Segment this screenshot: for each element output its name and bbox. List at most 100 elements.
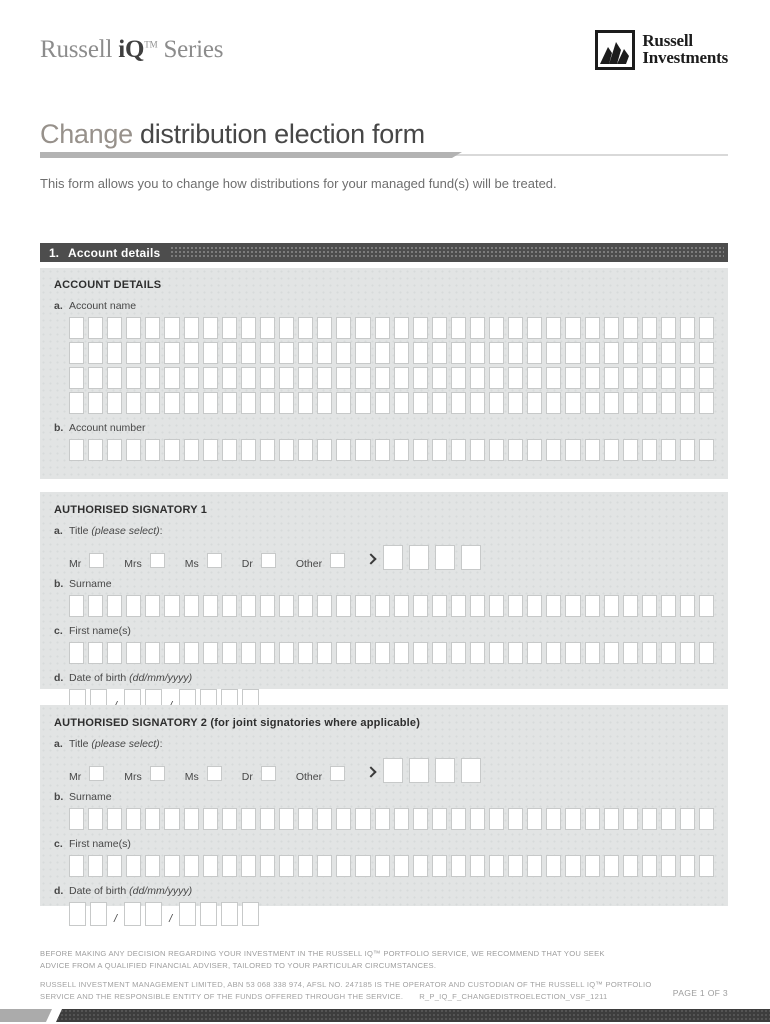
char-box[interactable] (527, 439, 543, 461)
char-box[interactable] (298, 367, 314, 389)
char-box[interactable] (221, 392, 237, 414)
char-box[interactable] (88, 439, 104, 461)
char-box[interactable] (622, 342, 638, 364)
char-box[interactable] (69, 855, 85, 877)
char-box[interactable] (641, 392, 657, 414)
char-box[interactable] (317, 642, 333, 664)
char-box[interactable] (603, 392, 619, 414)
char-box[interactable] (660, 439, 676, 461)
char-box[interactable] (126, 855, 142, 877)
char-box[interactable] (699, 317, 715, 339)
char-box[interactable] (546, 808, 562, 830)
char-box[interactable] (450, 367, 466, 389)
date-char-box[interactable] (179, 902, 197, 926)
char-box[interactable] (240, 317, 256, 339)
char-box[interactable] (546, 595, 562, 617)
char-box[interactable] (508, 642, 524, 664)
char-box[interactable] (412, 367, 428, 389)
char-box[interactable] (259, 642, 276, 664)
char-box[interactable] (88, 392, 104, 414)
title-checkbox-ms[interactable] (206, 553, 222, 568)
char-box[interactable] (145, 855, 161, 877)
char-box[interactable] (527, 808, 543, 830)
other-title-char-box[interactable] (409, 758, 430, 783)
char-box[interactable] (508, 367, 524, 389)
char-box[interactable] (565, 317, 581, 339)
char-box[interactable] (450, 808, 466, 830)
char-box[interactable] (660, 392, 676, 414)
char-box[interactable] (622, 439, 638, 461)
char-box[interactable] (527, 392, 543, 414)
char-box[interactable] (660, 808, 676, 830)
char-box[interactable] (336, 367, 352, 389)
char-box[interactable] (279, 342, 295, 364)
char-box[interactable] (527, 595, 543, 617)
char-box[interactable] (164, 392, 180, 414)
char-box[interactable] (469, 595, 486, 617)
char-box[interactable] (202, 595, 218, 617)
char-box[interactable] (126, 642, 142, 664)
date-char-box[interactable] (90, 902, 107, 926)
char-box[interactable] (279, 595, 295, 617)
char-box[interactable] (680, 342, 696, 364)
title-checkbox-ms[interactable] (206, 766, 222, 781)
char-box[interactable] (164, 808, 180, 830)
char-box[interactable] (622, 855, 638, 877)
char-box[interactable] (202, 642, 218, 664)
char-box[interactable] (431, 342, 447, 364)
char-box[interactable] (412, 392, 428, 414)
char-box[interactable] (469, 808, 486, 830)
char-box[interactable] (259, 439, 276, 461)
char-box[interactable] (622, 642, 638, 664)
char-box[interactable] (412, 439, 428, 461)
char-box[interactable] (469, 367, 486, 389)
char-box[interactable] (680, 367, 696, 389)
char-box[interactable] (660, 595, 676, 617)
char-box[interactable] (374, 855, 390, 877)
char-box[interactable] (450, 642, 466, 664)
char-box[interactable] (164, 367, 180, 389)
char-box[interactable] (584, 342, 600, 364)
char-box[interactable] (69, 642, 85, 664)
char-box[interactable] (431, 439, 447, 461)
char-box[interactable] (489, 595, 505, 617)
char-box[interactable] (126, 367, 142, 389)
char-box[interactable] (355, 342, 371, 364)
char-box[interactable] (126, 808, 142, 830)
char-box[interactable] (622, 595, 638, 617)
char-box[interactable] (508, 439, 524, 461)
char-box[interactable] (469, 392, 486, 414)
char-box[interactable] (641, 367, 657, 389)
char-box[interactable] (527, 642, 543, 664)
char-box[interactable] (546, 367, 562, 389)
char-box[interactable] (450, 595, 466, 617)
char-box[interactable] (603, 317, 619, 339)
char-box[interactable] (584, 439, 600, 461)
char-box[interactable] (680, 595, 696, 617)
date-char-box[interactable] (221, 902, 239, 926)
char-box[interactable] (660, 367, 676, 389)
char-box[interactable] (412, 808, 428, 830)
char-box[interactable] (107, 642, 123, 664)
char-box[interactable] (699, 595, 715, 617)
char-box[interactable] (431, 595, 447, 617)
char-box[interactable] (221, 808, 237, 830)
char-box[interactable] (336, 595, 352, 617)
char-box[interactable] (202, 855, 218, 877)
char-box[interactable] (279, 808, 295, 830)
char-box[interactable] (240, 642, 256, 664)
char-box[interactable] (355, 595, 371, 617)
char-box[interactable] (126, 595, 142, 617)
char-box[interactable] (603, 367, 619, 389)
char-box[interactable] (680, 317, 696, 339)
char-box[interactable] (374, 367, 390, 389)
char-box[interactable] (107, 439, 123, 461)
char-box[interactable] (508, 808, 524, 830)
char-box[interactable] (641, 317, 657, 339)
char-box[interactable] (298, 855, 314, 877)
char-box[interactable] (527, 342, 543, 364)
char-box[interactable] (489, 317, 505, 339)
char-box[interactable] (336, 855, 352, 877)
char-box[interactable] (221, 342, 237, 364)
char-box[interactable] (393, 392, 409, 414)
